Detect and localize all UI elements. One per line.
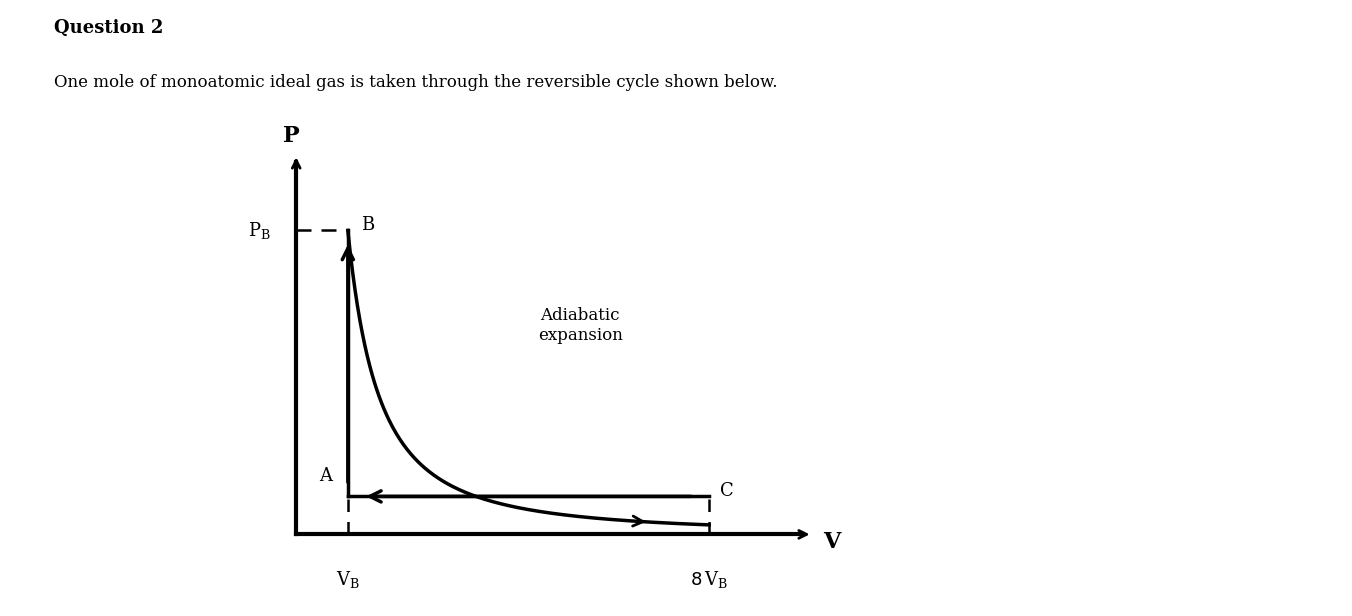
Text: C: C <box>719 482 733 500</box>
Text: A: A <box>319 467 333 485</box>
Text: P: P <box>283 125 299 147</box>
Text: Adiabatic
expansion: Adiabatic expansion <box>538 307 622 344</box>
Text: $\mathregular{P_B}$: $\mathregular{P_B}$ <box>247 220 270 241</box>
Text: $\mathregular{V_B}$: $\mathregular{V_B}$ <box>335 569 360 590</box>
Text: One mole of monoatomic ideal gas is taken through the reversible cycle shown bel: One mole of monoatomic ideal gas is take… <box>54 74 777 91</box>
Text: V: V <box>823 531 840 553</box>
Text: Question 2: Question 2 <box>54 18 164 36</box>
Text: $8\,\mathregular{V_B}$: $8\,\mathregular{V_B}$ <box>690 569 729 590</box>
Text: B: B <box>361 216 375 234</box>
